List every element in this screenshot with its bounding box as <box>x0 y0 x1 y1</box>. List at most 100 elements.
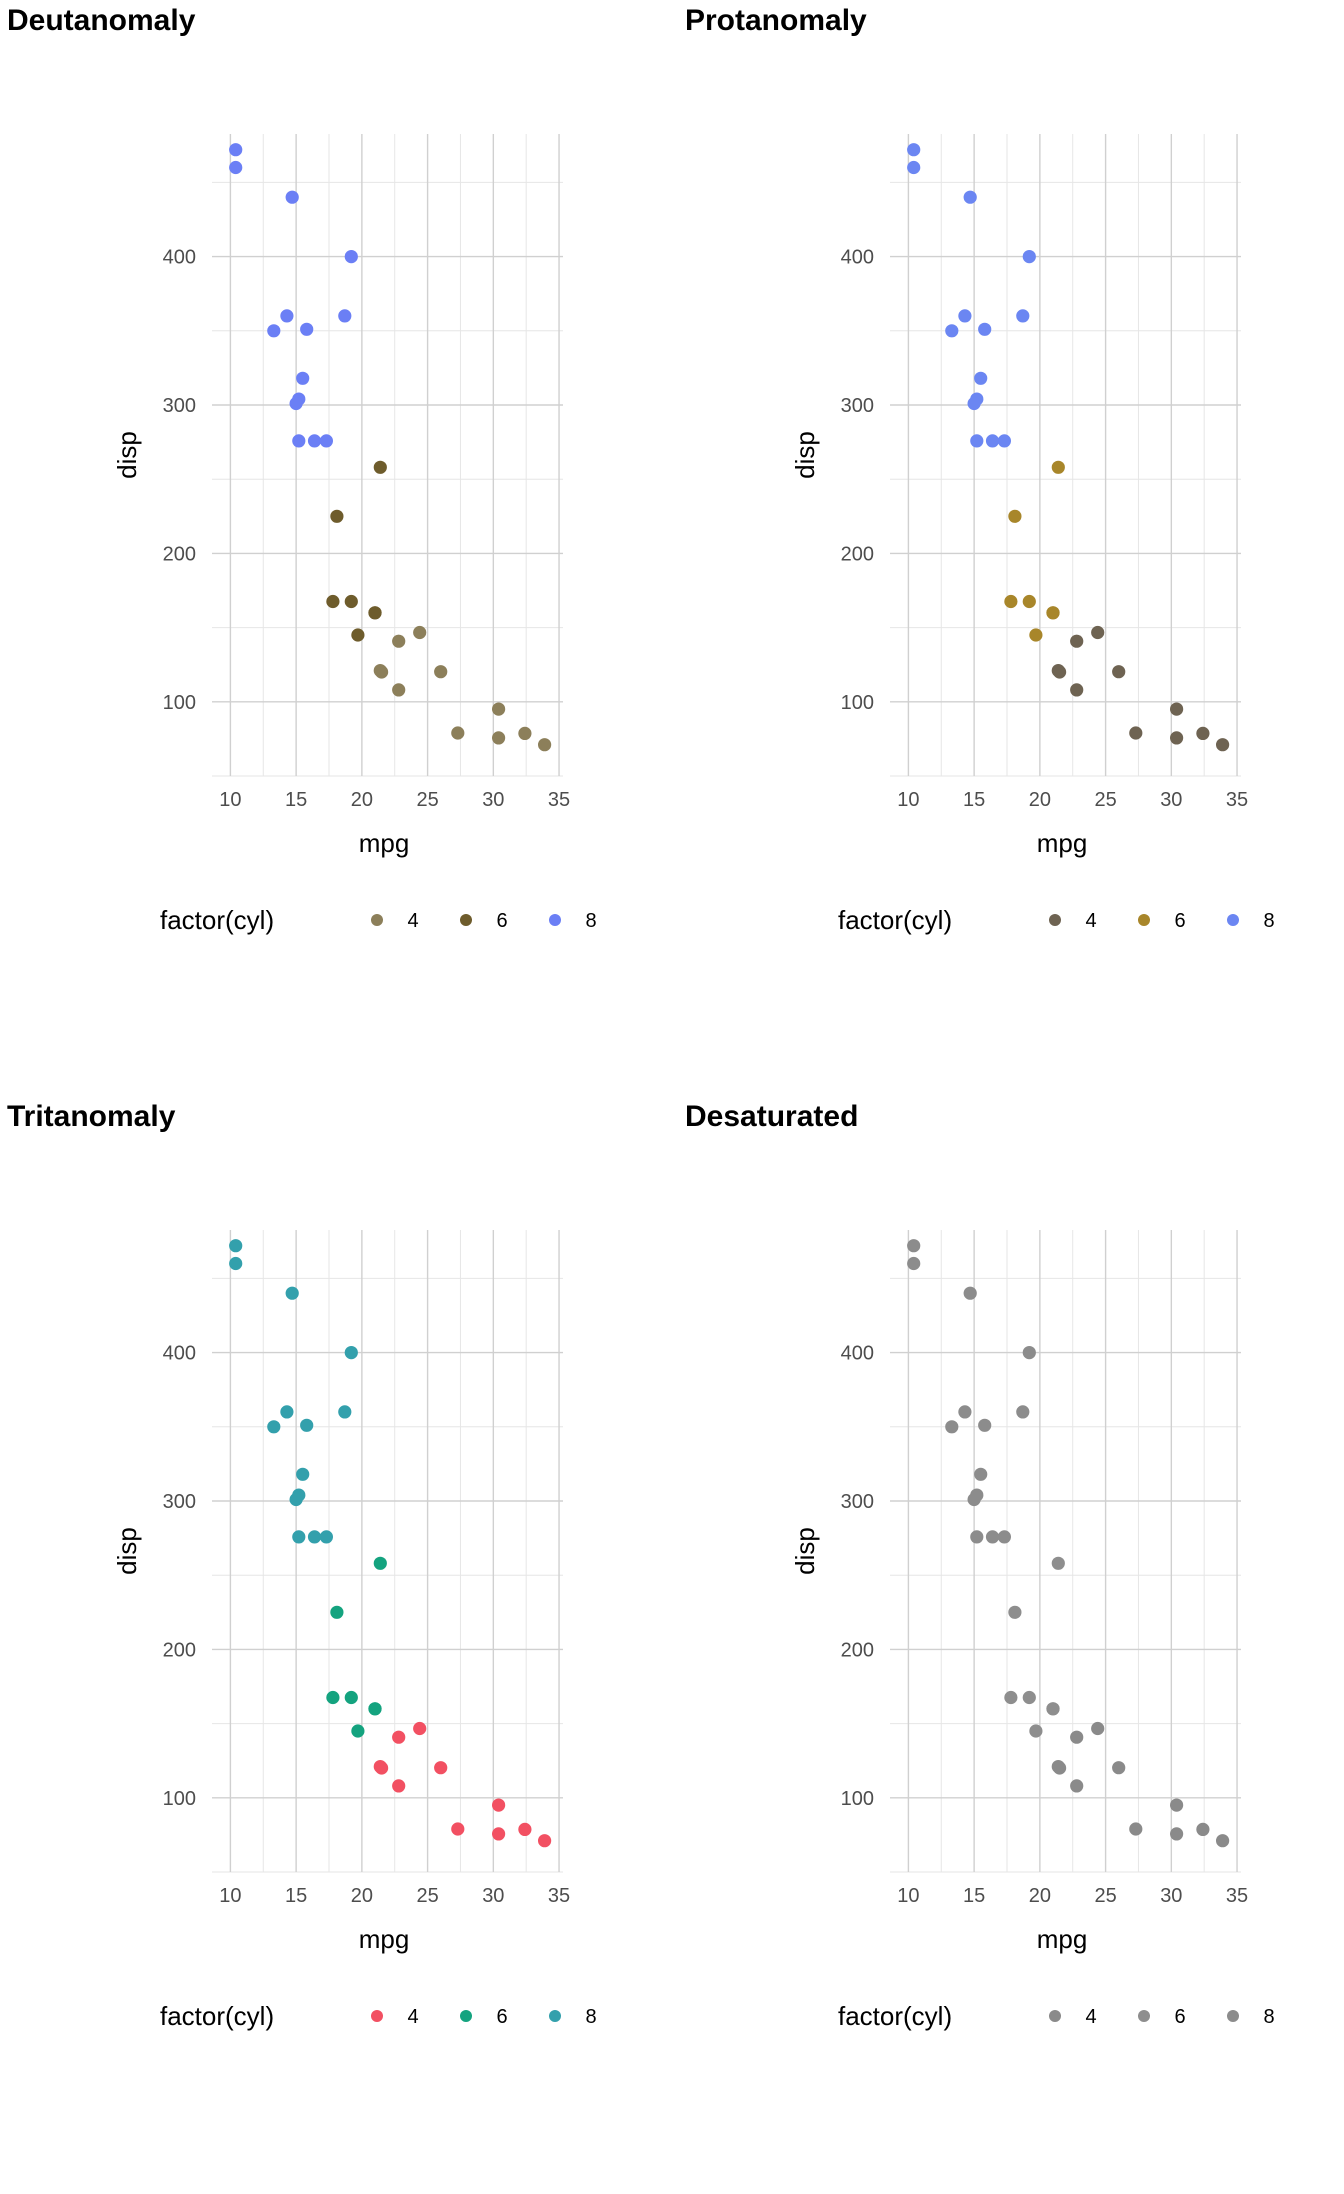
grid <box>890 1230 1241 1873</box>
y-tick-label: 400 <box>163 247 196 269</box>
x-tick-label: 10 <box>219 1885 241 1907</box>
data-point <box>326 1690 340 1705</box>
data-point <box>289 1492 303 1507</box>
data-point <box>292 434 306 448</box>
x-tick-label: 15 <box>285 1885 307 1907</box>
data-point <box>985 434 1000 448</box>
legend-label: 4 <box>407 2006 418 2028</box>
x-tick-label: 20 <box>1029 1885 1051 1907</box>
data-point <box>300 1418 314 1432</box>
data-point <box>373 664 387 678</box>
legend-label: 4 <box>407 910 418 932</box>
data-point <box>373 1760 387 1774</box>
data-point <box>229 143 243 157</box>
y-tick-label: 100 <box>841 1788 874 1810</box>
x-tick-label: 35 <box>1226 789 1248 811</box>
legend-key <box>549 2010 561 2022</box>
data-point <box>413 1721 427 1736</box>
data-point <box>970 434 984 448</box>
data-point <box>1004 594 1018 609</box>
legend-label: 8 <box>585 2006 596 2028</box>
data-point <box>1029 1724 1043 1738</box>
y-tick-label: 400 <box>163 1343 196 1365</box>
data-point <box>267 1420 281 1434</box>
data-point <box>392 1779 406 1793</box>
data-point <box>1008 509 1022 523</box>
data-point <box>945 324 959 338</box>
data-point <box>326 594 340 609</box>
data-point <box>1070 1779 1084 1793</box>
data-point <box>229 1239 243 1253</box>
grid <box>890 134 1241 777</box>
data-point <box>344 1690 358 1705</box>
data-point <box>338 1405 352 1419</box>
legend-key <box>371 2010 383 2022</box>
x-tick-label: 30 <box>482 789 504 811</box>
data-point <box>267 324 281 338</box>
data-point <box>289 396 303 411</box>
data-point <box>945 1420 959 1434</box>
legend-key <box>460 2010 472 2022</box>
legend-key <box>460 914 472 926</box>
data-point <box>368 1702 382 1716</box>
points <box>907 143 1230 752</box>
data-point <box>392 683 406 697</box>
y-tick-label: 300 <box>841 395 874 417</box>
points <box>907 1239 1230 1848</box>
data-point <box>1216 1834 1230 1848</box>
legend-key <box>1138 2010 1150 2022</box>
data-point <box>538 1834 552 1848</box>
data-point <box>368 606 382 620</box>
x-axis-label: mpg <box>1037 1924 1088 1954</box>
data-point <box>907 1256 921 1271</box>
data-point <box>967 1492 981 1507</box>
x-tick-label: 15 <box>963 1885 985 1907</box>
y-tick-label: 300 <box>163 395 196 417</box>
data-point <box>1170 702 1184 716</box>
y-tick-label: 200 <box>841 543 874 565</box>
data-point <box>1051 1760 1065 1774</box>
y-tick-label: 400 <box>841 1343 874 1365</box>
data-point <box>451 1822 465 1836</box>
data-point <box>330 1605 344 1619</box>
points <box>229 1239 552 1848</box>
data-point <box>280 309 294 323</box>
y-axis-label: disp <box>112 431 142 479</box>
x-tick-label: 35 <box>1226 1885 1248 1907</box>
points <box>229 143 552 752</box>
data-point <box>1051 1556 1065 1570</box>
data-point <box>907 143 921 157</box>
legend-label: 6 <box>1174 910 1185 932</box>
legend-label: 4 <box>1085 910 1096 932</box>
data-point <box>1004 1690 1018 1705</box>
data-point <box>373 460 387 474</box>
x-tick-label: 20 <box>1029 789 1051 811</box>
legend-label: 8 <box>1263 2006 1274 2028</box>
y-axis-label: disp <box>112 1527 142 1575</box>
data-point <box>392 1730 406 1744</box>
data-point <box>1016 309 1030 323</box>
data-point <box>307 1530 322 1544</box>
data-point <box>373 1556 387 1570</box>
data-point <box>963 1286 977 1300</box>
data-point <box>1070 634 1084 648</box>
data-point <box>307 434 322 448</box>
data-point <box>1170 731 1184 745</box>
data-point <box>229 1256 243 1271</box>
data-point <box>1029 628 1043 642</box>
x-tick-label: 10 <box>897 1885 919 1907</box>
grid <box>212 134 563 777</box>
legend-key <box>549 914 561 926</box>
data-point <box>907 1239 921 1253</box>
x-tick-label: 25 <box>1094 789 1116 811</box>
x-tick-label: 30 <box>1160 1885 1182 1907</box>
x-tick-label: 30 <box>1160 789 1182 811</box>
panel-title: Tritanomaly <box>7 1100 176 1133</box>
data-point <box>285 1286 299 1300</box>
x-tick-label: 15 <box>285 789 307 811</box>
y-tick-label: 100 <box>163 1788 196 1810</box>
x-tick-label: 25 <box>416 789 438 811</box>
x-tick-label: 10 <box>897 789 919 811</box>
data-point <box>1196 726 1210 741</box>
y-axis-label: disp <box>790 431 820 479</box>
